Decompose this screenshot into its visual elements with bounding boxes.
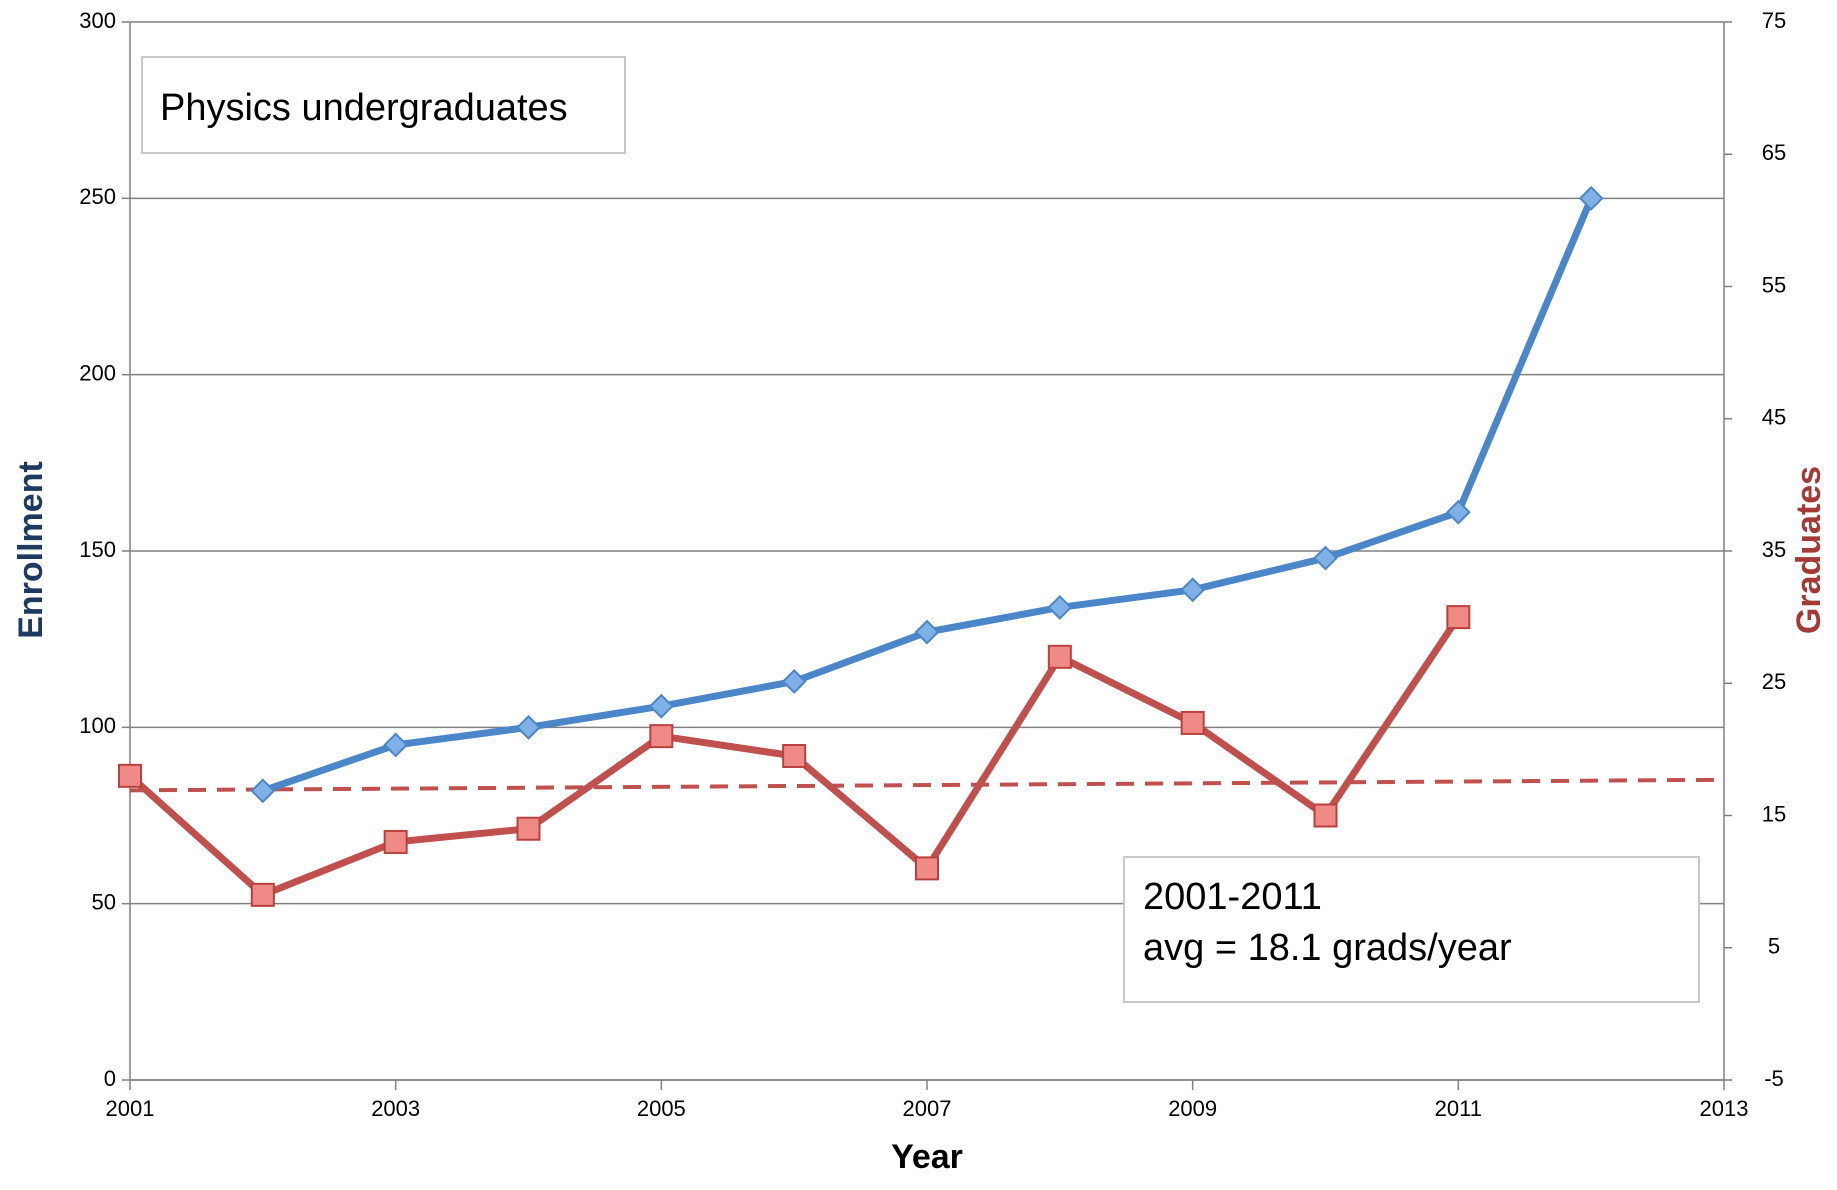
y2-tick-label: 35 — [1762, 537, 1786, 562]
graduates-point — [1180, 710, 1205, 735]
axes — [122, 21, 1732, 1090]
y2-tick-label: -5 — [1764, 1066, 1784, 1091]
y-axis-title-enrollment: Enrollment — [12, 461, 50, 639]
graduates-point — [1446, 605, 1471, 630]
y-tick-label: 150 — [79, 537, 116, 562]
graduates-point — [516, 816, 541, 841]
y-tick-label: 100 — [79, 713, 116, 738]
graduates-point — [915, 856, 939, 881]
chart-title-box: Physics undergraduates — [141, 56, 626, 154]
y-tick-label: 300 — [79, 8, 116, 33]
y-tick-label: 250 — [79, 184, 116, 209]
y2-tick-label: 75 — [1762, 8, 1786, 33]
x-axis-title: Year — [891, 1138, 963, 1176]
y2-tick-label: 45 — [1762, 405, 1786, 430]
graduates-point — [1047, 644, 1072, 669]
enrollment-point — [383, 732, 409, 758]
x-tick-label: 2011 — [1435, 1096, 1482, 1121]
tick-labels: 0 50 100 150 200 250 300 -5 5 15 25 35 45 55 65 75 2001 2… — [79, 8, 1786, 1121]
y-tick-label: 200 — [79, 360, 116, 385]
average-annotation-box: 2001-2011 avg = 18.1 grads/year — [1123, 856, 1700, 1003]
y2-tick-label: 5 — [1768, 934, 1780, 959]
y-tick-label: 0 — [104, 1066, 116, 1091]
x-tick-label: 2005 — [637, 1096, 686, 1121]
graduates-point — [649, 724, 674, 749]
graduates-point — [250, 882, 275, 907]
average-trendline — [129, 777, 1725, 793]
annotation-line-2: avg = 18.1 grads/year — [1143, 927, 1512, 969]
enrollment-point — [914, 619, 940, 645]
gridlines — [130, 21, 1724, 1081]
enrollment-point — [781, 669, 807, 694]
enrollment-point — [1180, 577, 1206, 603]
annotation-line-1: 2001-2011 — [1143, 876, 1322, 918]
annotation-box-frame — [1123, 856, 1700, 1003]
y2-tick-label: 15 — [1762, 801, 1786, 826]
enrollment-point — [1313, 545, 1338, 571]
x-tick-label: 2001 — [106, 1096, 155, 1121]
y-tick-label: 50 — [92, 889, 116, 914]
graduates-point — [383, 829, 408, 854]
x-tick-label: 2003 — [371, 1096, 420, 1121]
chart-title: Physics undergraduates — [160, 87, 568, 129]
enrollment-point — [250, 778, 276, 804]
y2-tick-label: 65 — [1762, 140, 1786, 165]
graduates-point — [118, 763, 142, 788]
y2-axis-title-graduates: Graduates — [1790, 466, 1828, 634]
title-box-frame — [141, 56, 626, 154]
enrollment-point — [648, 693, 674, 719]
y2-tick-label: 25 — [1762, 669, 1786, 694]
x-tick-label: 2009 — [1168, 1096, 1217, 1121]
series-layer — [118, 185, 1725, 907]
enrollment-point — [1445, 499, 1471, 525]
enrollment-point — [1578, 185, 1604, 211]
y2-tick-label: 55 — [1762, 272, 1786, 297]
enrollment-point — [516, 714, 541, 740]
enrollment-point — [1047, 595, 1073, 620]
graduates-point — [1313, 803, 1338, 828]
x-tick-label: 2007 — [903, 1096, 952, 1121]
x-tick-label: 2013 — [1700, 1096, 1749, 1121]
graduates-point — [782, 743, 807, 768]
enrollment-line — [259, 194, 1595, 795]
